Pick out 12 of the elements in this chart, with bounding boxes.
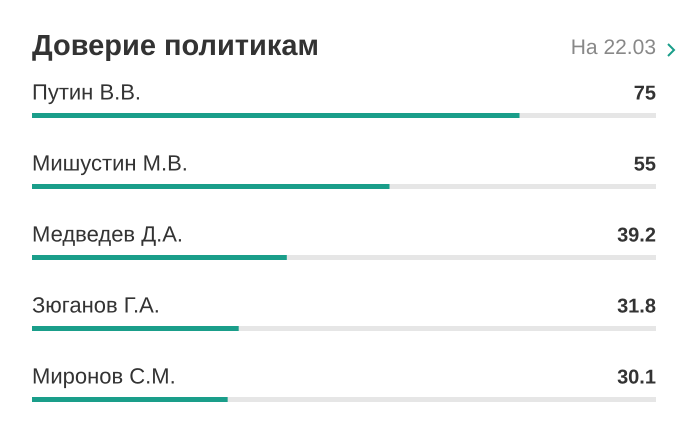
y-tick-label: Зюганов Г.А. xyxy=(32,292,160,318)
annotation: На 22.03 xyxy=(570,36,656,60)
data-label: 39.2 xyxy=(617,224,656,246)
data-label: 30.1 xyxy=(617,366,656,388)
y-tick-label: Медведев Д.А. xyxy=(32,222,184,246)
y-tick-label: Путин В.В. xyxy=(32,80,142,104)
chart-title: Доверие политикам xyxy=(32,30,319,63)
y-tick-label: Миронов С.М. xyxy=(32,364,176,388)
y-tick-label: Мишустин М.В. xyxy=(32,150,188,176)
data-label: 75 xyxy=(634,82,656,104)
data-label: 31.8 xyxy=(617,296,656,318)
data-label: 55 xyxy=(634,154,656,176)
